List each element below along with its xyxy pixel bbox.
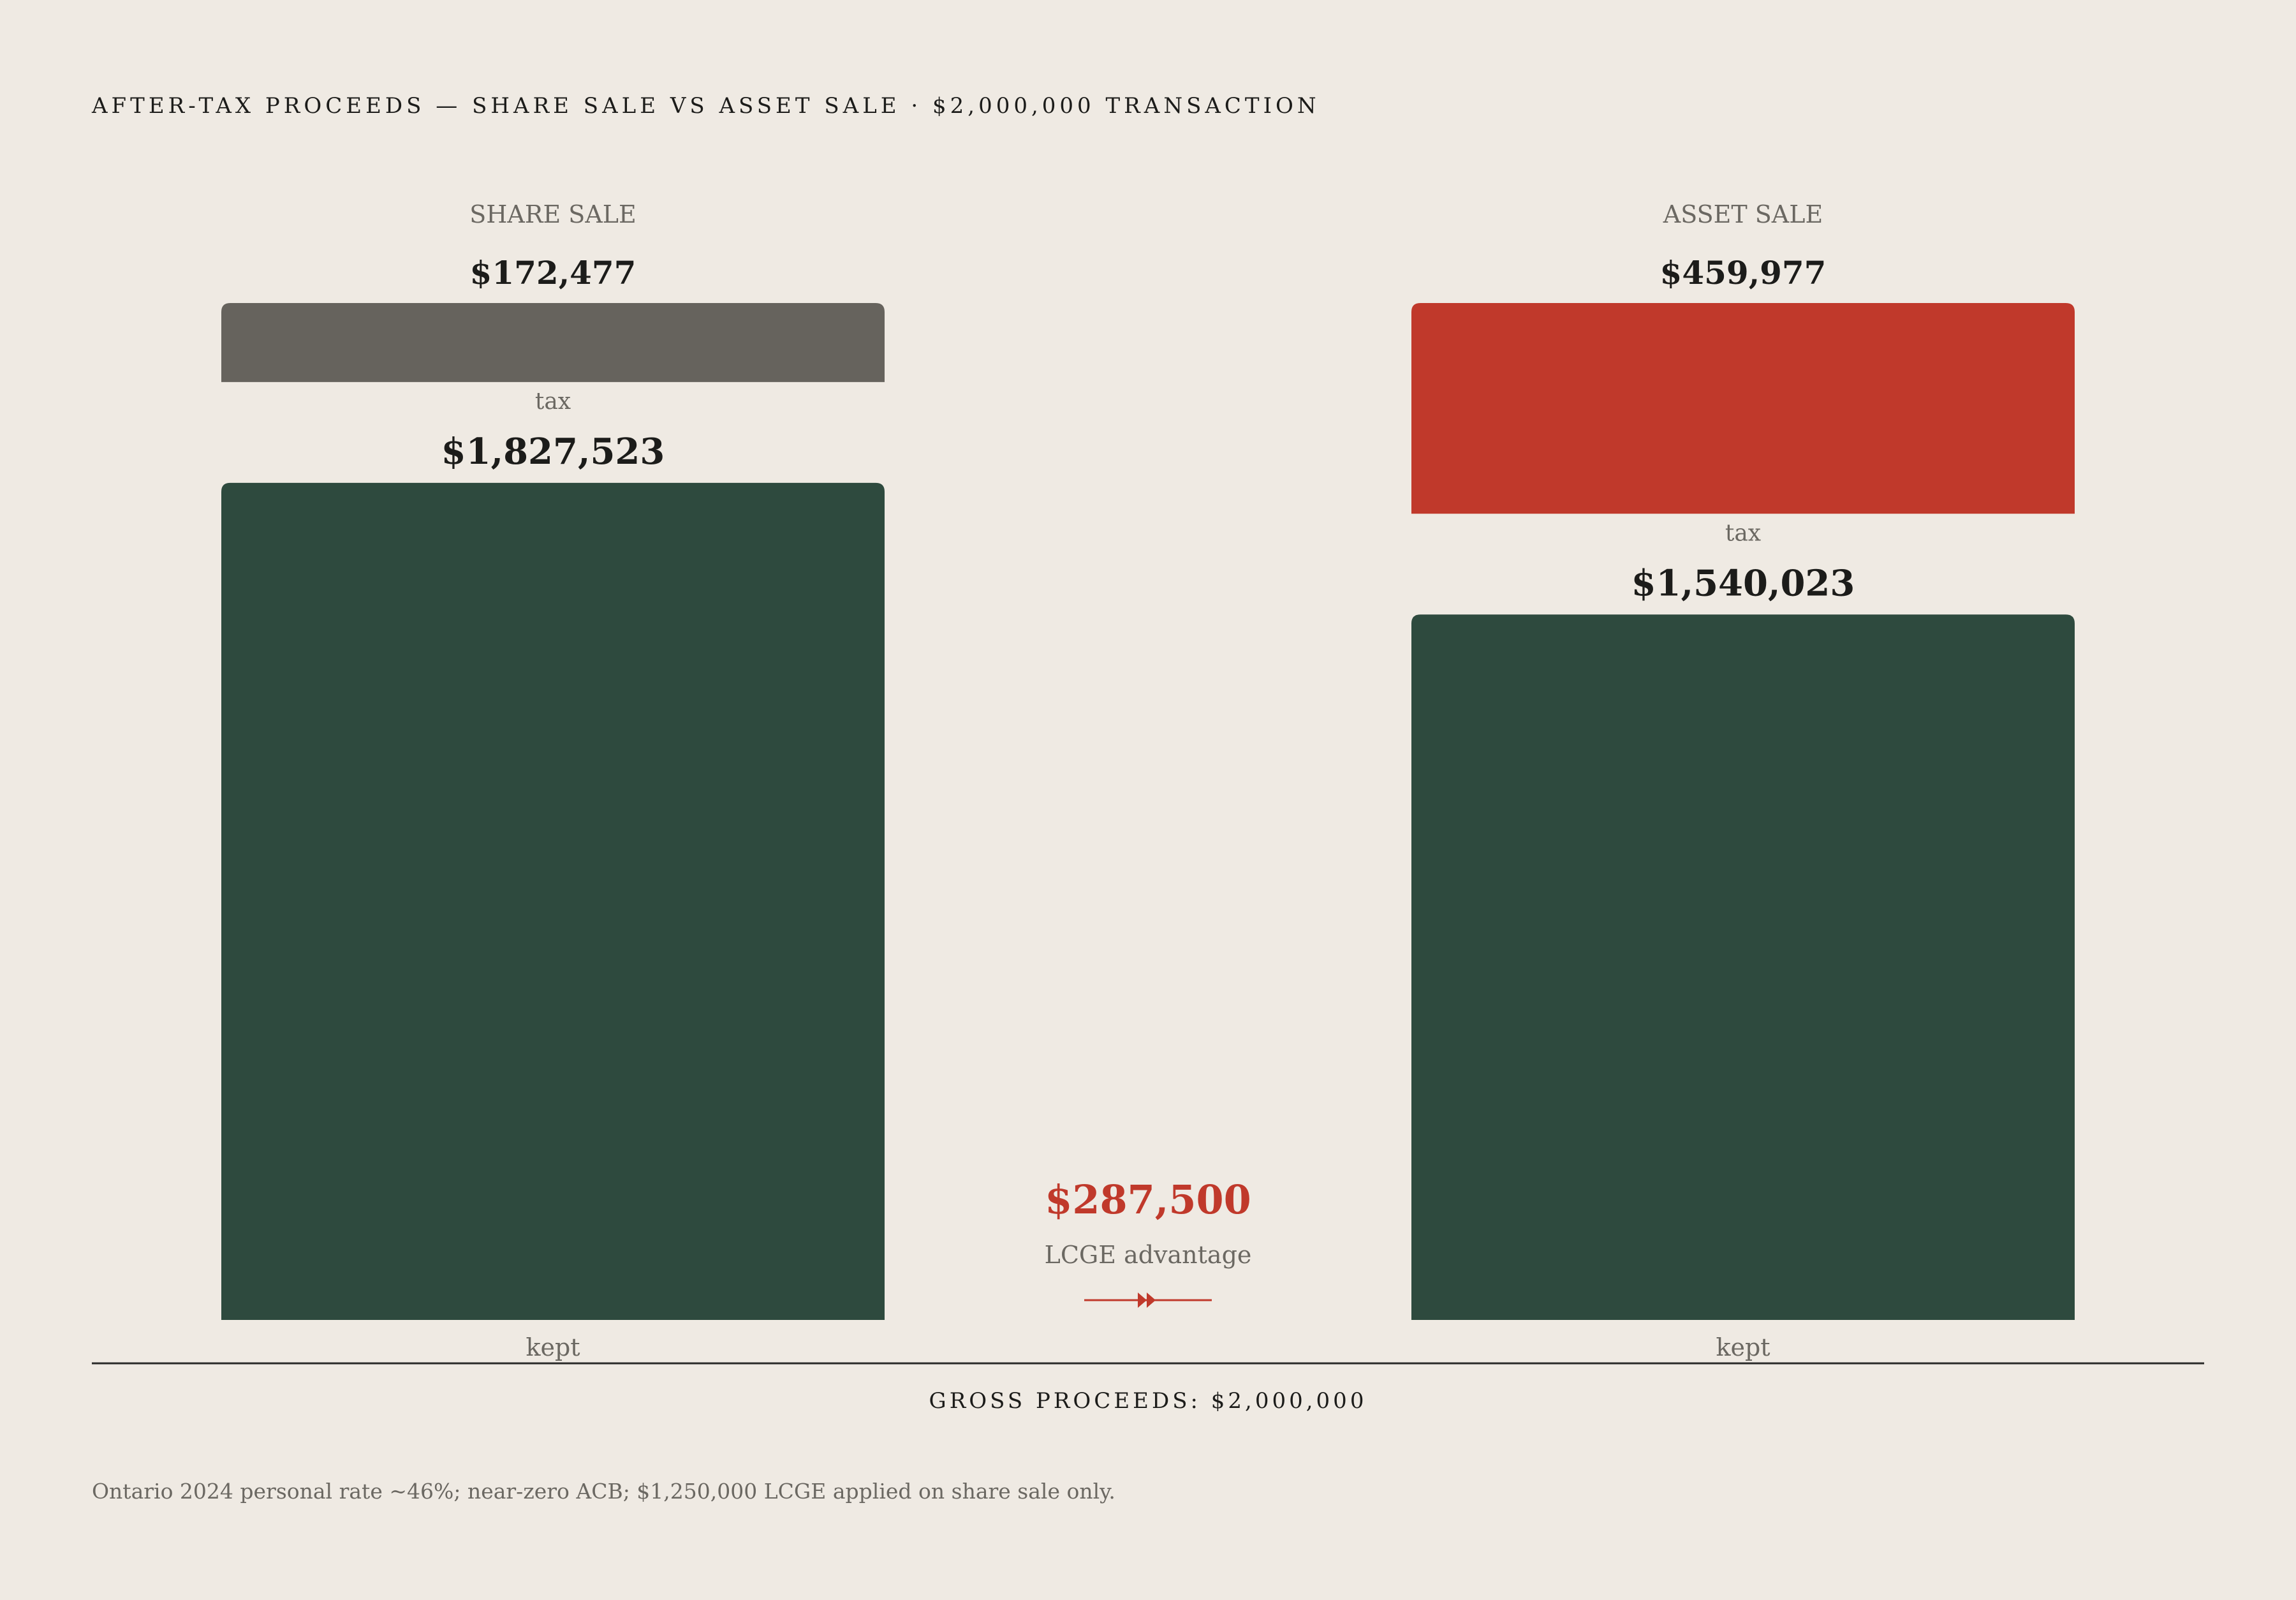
share-sale-kept-label: kept <box>526 1333 580 1361</box>
share-sale-tax-value-label: $172,477 <box>470 254 637 292</box>
double-arrow-icon <box>1138 1293 1156 1308</box>
chart-title: AFTER-TAX PROCEEDS — SHARE SALE VS ASSET… <box>92 93 1320 119</box>
gross-proceeds-label: GROSS PROCEEDS: $2,000,000 <box>929 1388 1367 1414</box>
share-sale-category-label: SHARE SALE <box>469 200 637 228</box>
share-sale-kept-bar <box>221 482 885 1320</box>
asset-sale-tax-value-label: $459,977 <box>1660 254 1827 292</box>
asset-sale-kept-bar <box>1411 614 2075 1321</box>
asset-sale-tax-label: tax <box>1725 520 1761 546</box>
lcge-advantage-value: $287,500 <box>1045 1176 1251 1223</box>
asset-sale-kept-value-label: $1,540,023 <box>1631 562 1855 604</box>
asset-sale-kept-label: kept <box>1716 1333 1770 1361</box>
asset-sale-tax-bar <box>1411 303 2075 514</box>
share-sale-kept-value-label: $1,827,523 <box>441 431 665 473</box>
share-sale-tax-bar <box>221 303 885 382</box>
footnote: Ontario 2024 personal rate ~46%; near-ze… <box>92 1479 1115 1504</box>
asset-sale-category-label: ASSET SALE <box>1663 200 1823 228</box>
share-sale-tax-label: tax <box>535 389 571 415</box>
lcge-advantage-label: LCGE advantage <box>1045 1241 1252 1269</box>
